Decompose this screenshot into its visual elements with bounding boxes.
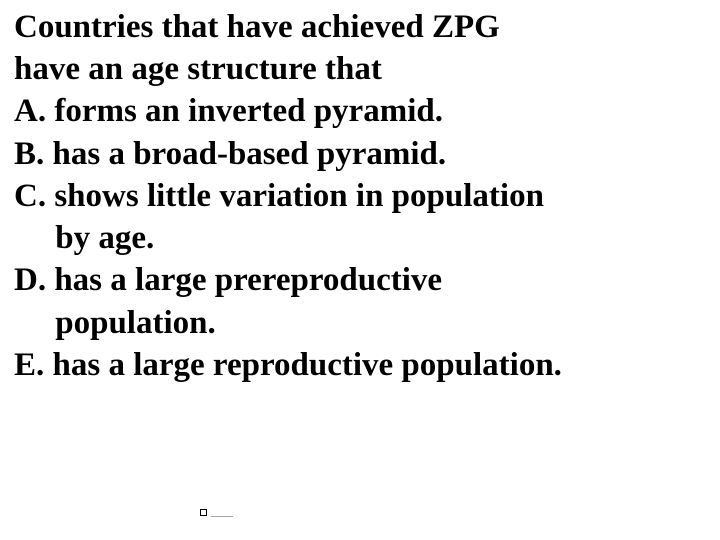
question-line-1: Countries that have achieved ZPG: [14, 6, 706, 48]
option-a: A. forms an inverted pyramid.: [14, 90, 706, 132]
option-d-line-2: population.: [14, 302, 706, 344]
footer-text: ______: [211, 510, 233, 518]
footer-mark: ______: [200, 509, 233, 518]
option-c-line-1: C. shows little variation in population: [14, 175, 706, 217]
slide: Countries that have achieved ZPG have an…: [0, 0, 720, 540]
option-d-line-1: D. has a large prereproductive: [14, 259, 706, 301]
question-line-2: have an age structure that: [14, 48, 706, 90]
option-c-line-2: by age.: [14, 217, 706, 259]
footer-box-icon: [200, 509, 207, 516]
option-b: B. has a broad-based pyramid.: [14, 133, 706, 175]
option-e: E. has a large reproductive population.: [14, 344, 706, 386]
